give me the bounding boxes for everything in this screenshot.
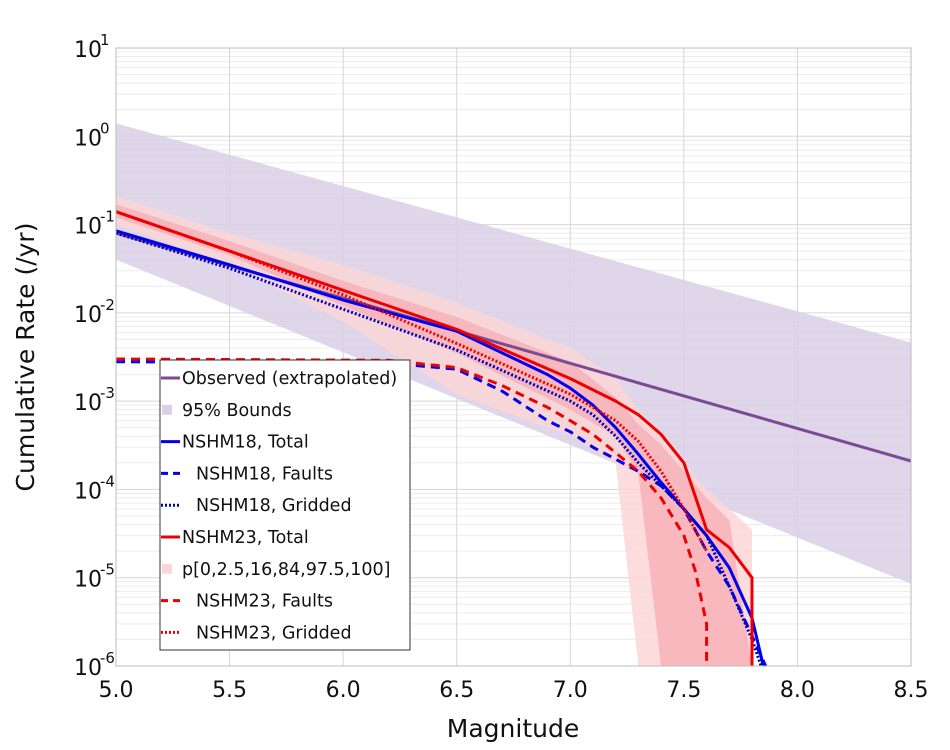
y-tick-base: 10: [74, 479, 102, 504]
legend-label: NSHM18, Faults: [196, 464, 333, 484]
band-p16-p84: [116, 204, 752, 666]
series-line-nshm23-faults: [115, 357, 709, 666]
legend-label: NSHM23, Total: [182, 528, 309, 548]
legend-label: NSHM23, Faults: [196, 592, 333, 612]
plot-frame: [115, 47, 912, 667]
y-tick-base: 10: [74, 656, 102, 681]
y-tick-exponent: -3: [100, 384, 115, 402]
legend: Observed (extrapolated) 95% Bounds NSHM18,…: [159, 359, 411, 651]
series-lines: [115, 210, 912, 667]
y-tick-base: 10: [74, 568, 102, 593]
legend-label: NSHM23, Gridded: [196, 623, 352, 643]
series-line-nshm23-total: [115, 210, 754, 666]
y-tick: 10-5: [74, 561, 115, 593]
legend-box: [159, 359, 411, 651]
legend-label: NSHM18, Total: [182, 433, 309, 453]
legend-label: Observed (extrapolated): [182, 369, 397, 389]
y-tick-exponent: -4: [100, 472, 115, 490]
legend-label: p[0,2.5,16,84,97.5,100]: [182, 560, 390, 580]
y-tick-base: 10: [74, 126, 102, 151]
x-tick-label: 7.5: [666, 678, 701, 703]
y-tick: 100: [74, 119, 110, 151]
y-tick-base: 10: [74, 303, 102, 328]
y-tick-base: 10: [74, 38, 102, 63]
y-tick-exponent: 1: [100, 31, 110, 49]
series-line-nshm23-gridded: [115, 210, 708, 552]
y-tick-exponent: -1: [100, 208, 115, 226]
legend-label: NSHM18, Gridded: [196, 496, 352, 516]
series-line-nshm18-gridded: [115, 231, 763, 667]
x-tick-label: 5.5: [212, 678, 247, 703]
x-tick-label: 6.5: [439, 678, 474, 703]
y-tick: 10-1: [74, 208, 115, 240]
y-tick: 10-6: [74, 649, 115, 681]
y-tick: 101: [74, 31, 110, 63]
y-tick: 10-2: [74, 296, 115, 328]
y-tick-base: 10: [74, 391, 102, 416]
series-line-nshm18-total: [115, 229, 765, 667]
x-tick-label: 6.0: [326, 678, 361, 703]
y-tick-exponent: -6: [100, 649, 115, 667]
y-tick: 10-4: [74, 472, 115, 504]
legend-swatch: [162, 563, 172, 574]
x-tick-label: 8.5: [894, 678, 929, 703]
x-tick-label: 7.0: [553, 678, 588, 703]
y-tick: 10-3: [74, 384, 115, 416]
x-axis-title: Magnitude: [447, 714, 579, 743]
x-tick-label: 8.0: [780, 678, 815, 703]
x-axis-ticks: 5.0 5.5 6.0 6.5 7.0 7.5 8.0 8.5: [99, 678, 929, 703]
x-tick-label: 5.0: [99, 678, 134, 703]
y-tick-exponent: 0: [100, 119, 110, 137]
y-axis-title: Cumulative Rate (/yr): [11, 223, 40, 492]
legend-swatch: [162, 404, 172, 415]
y-tick-exponent: -5: [100, 561, 115, 579]
legend-label: 95% Bounds: [182, 401, 292, 421]
y-tick-exponent: -2: [100, 296, 115, 314]
y-tick-base: 10: [74, 215, 102, 240]
